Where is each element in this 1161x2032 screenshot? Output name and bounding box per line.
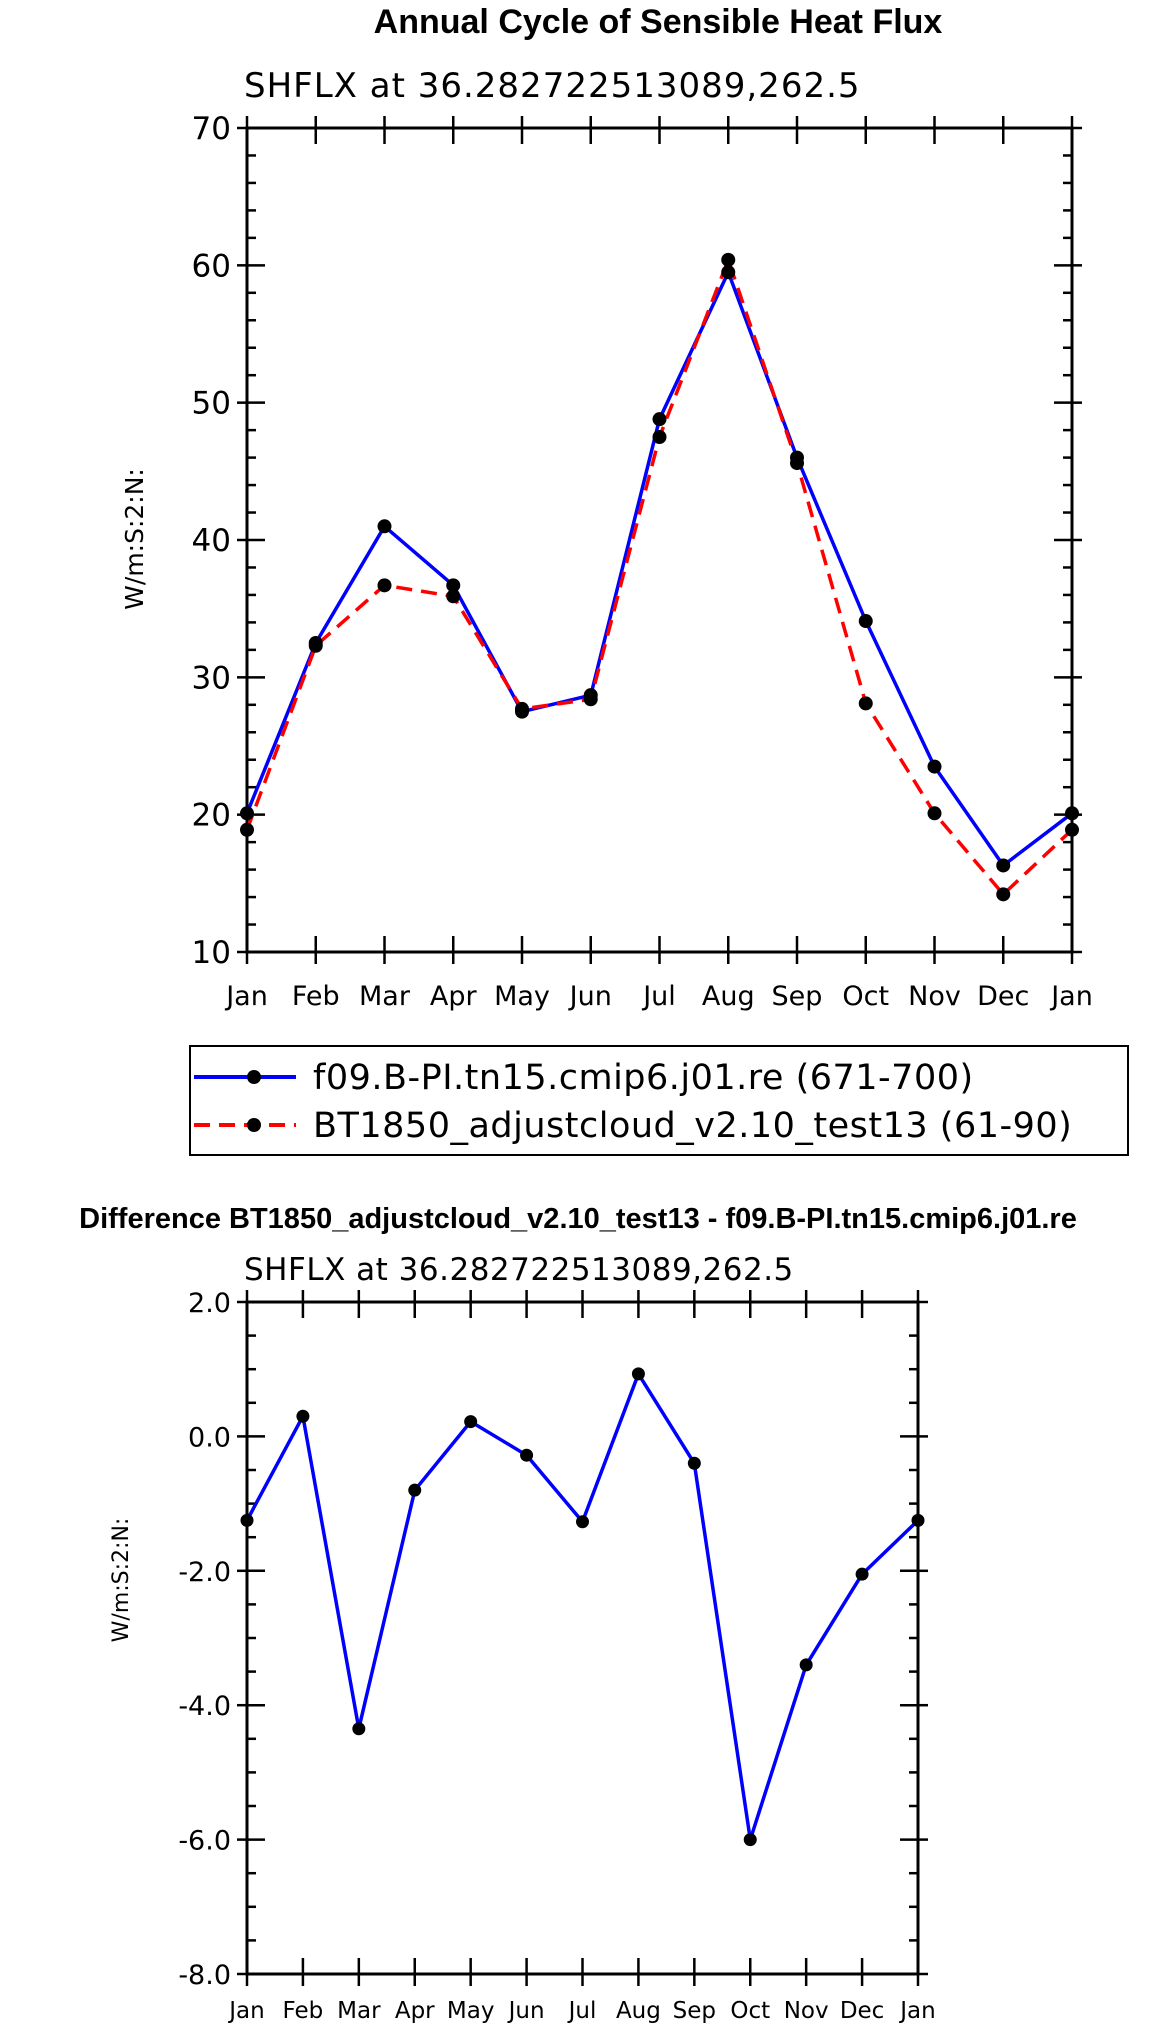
data-point <box>308 638 323 653</box>
chart1-series <box>240 252 1079 902</box>
x-tick-label: Sep <box>673 1998 716 2024</box>
data-point <box>352 1722 366 1736</box>
y-tick-label: -2.0 <box>178 1557 231 1588</box>
data-point <box>520 1448 534 1462</box>
data-point <box>743 1833 757 1847</box>
chart1-y-axis-label: W/m:S:2:N: <box>120 468 149 610</box>
data-point <box>446 578 461 593</box>
x-tick-label: Mar <box>337 1998 381 2024</box>
data-point <box>583 692 598 707</box>
y-tick-label: -8.0 <box>178 1960 231 1991</box>
data-point <box>631 1367 645 1381</box>
chart1-subtitle: SHFLX at 36.282722513089,262.5 <box>244 66 861 106</box>
data-point <box>858 696 873 711</box>
data-point <box>721 265 736 280</box>
data-point <box>996 887 1011 902</box>
legend-label-2: BT1850_adjustcloud_v2.10_test13 (61-90) <box>313 1106 1072 1146</box>
data-point <box>799 1658 813 1672</box>
x-tick-label: Jul <box>567 1998 597 2024</box>
data-point <box>446 589 461 604</box>
x-tick-label: Nov <box>908 981 961 1012</box>
chart2-x-tick-labels: Jan Feb Mar Apr May Jun Jul Aug Sep Oct … <box>227 1998 935 2024</box>
data-point <box>240 1513 254 1527</box>
y-tick-label: 20 <box>192 798 231 834</box>
x-tick-label: Jan <box>227 1998 264 2024</box>
y-tick-label: -4.0 <box>178 1691 231 1722</box>
data-point <box>515 701 529 716</box>
y-tick-label: 70 <box>192 111 231 147</box>
x-tick-label: Feb <box>283 1998 324 2024</box>
x-tick-label: May <box>447 1998 495 2024</box>
x-tick-label: Mar <box>359 981 411 1012</box>
chart1-y-tick-labels: 10 20 30 40 50 60 70 <box>192 111 231 971</box>
series-line-1 <box>245 270 1074 868</box>
data-point <box>996 858 1011 873</box>
legend-marker-2 <box>247 1118 261 1132</box>
data-point <box>464 1415 478 1429</box>
legend-box <box>189 1045 1129 1156</box>
x-tick-label: Nov <box>784 1998 829 2024</box>
legend-label-1: f09.B-PI.tn15.cmip6.j01.re (671-700) <box>313 1058 974 1098</box>
x-tick-label: May <box>494 981 550 1012</box>
x-tick-label: Jan <box>898 1998 935 2024</box>
data-point <box>377 578 392 593</box>
data-point <box>911 1513 925 1527</box>
x-tick-label: Oct <box>730 1998 770 2024</box>
legend-marker-1 <box>247 1070 261 1084</box>
data-point <box>858 614 873 629</box>
data-point <box>296 1409 310 1423</box>
chart1-x-tick-labels: Jan Feb Mar Apr May Jun Jul Aug Sep Oct … <box>224 981 1093 1012</box>
x-tick-label: Jun <box>568 981 612 1012</box>
chart2-y-tick-labels: -8.0 -6.0 -4.0 -2.0 0.0 2.0 <box>178 1288 231 1991</box>
data-point <box>1065 822 1079 837</box>
x-tick-label: Oct <box>842 981 889 1012</box>
chart1-axes <box>237 116 1082 964</box>
chart2-axes <box>237 1290 928 1986</box>
data-point <box>721 252 736 267</box>
data-point <box>855 1567 869 1581</box>
x-tick-label: Dec <box>840 1998 885 2024</box>
y-tick-label: 50 <box>192 386 231 422</box>
x-tick-label: Feb <box>292 981 340 1012</box>
y-tick-label: 40 <box>192 523 231 559</box>
chart2-title: Difference BT1850_adjustcloud_v2.10_test… <box>79 1203 1077 1235</box>
x-tick-label: Apr <box>395 1998 435 2024</box>
data-point <box>790 456 804 471</box>
x-tick-label: Jan <box>1049 981 1093 1012</box>
data-point <box>687 1456 701 1470</box>
chart1-legend: f09.B-PI.tn15.cmip6.j01.re (671-700) BT1… <box>189 1045 1129 1156</box>
data-point <box>927 759 942 774</box>
x-tick-label: Sep <box>772 981 823 1012</box>
y-tick-label: -6.0 <box>178 1826 231 1857</box>
data-point <box>927 806 942 821</box>
y-tick-label: 30 <box>192 660 231 696</box>
data-point <box>377 519 392 534</box>
y-tick-label: 2.0 <box>188 1288 231 1319</box>
data-point <box>1065 806 1079 821</box>
data-point <box>652 430 667 444</box>
chart2-y-axis-label: W/m:S:2:N: <box>109 1518 134 1643</box>
data-point <box>240 822 254 837</box>
y-tick-label: 0.0 <box>188 1422 231 1453</box>
x-tick-label: Aug <box>616 1998 661 2024</box>
x-tick-label: Jan <box>224 981 268 1012</box>
chart2-subtitle: SHFLX at 36.282722513089,262.5 <box>244 1252 794 1288</box>
data-point <box>652 412 667 427</box>
data-point <box>576 1515 589 1529</box>
y-tick-label: 60 <box>192 248 231 284</box>
y-tick-label: 10 <box>192 935 231 971</box>
x-tick-label: Jun <box>507 1998 545 2024</box>
data-point <box>408 1483 422 1497</box>
data-point <box>240 806 254 821</box>
x-tick-label: Apr <box>430 981 478 1012</box>
series-line-1 <box>245 1372 920 1842</box>
plot-frame <box>245 1300 920 1976</box>
x-tick-label: Jul <box>641 981 676 1012</box>
chart2-series <box>240 1367 925 1847</box>
chart1-title: Annual Cycle of Sensible Heat Flux <box>374 3 943 41</box>
x-tick-label: Dec <box>977 981 1029 1012</box>
x-tick-label: Aug <box>702 981 755 1012</box>
series-line-2 <box>245 258 1074 897</box>
